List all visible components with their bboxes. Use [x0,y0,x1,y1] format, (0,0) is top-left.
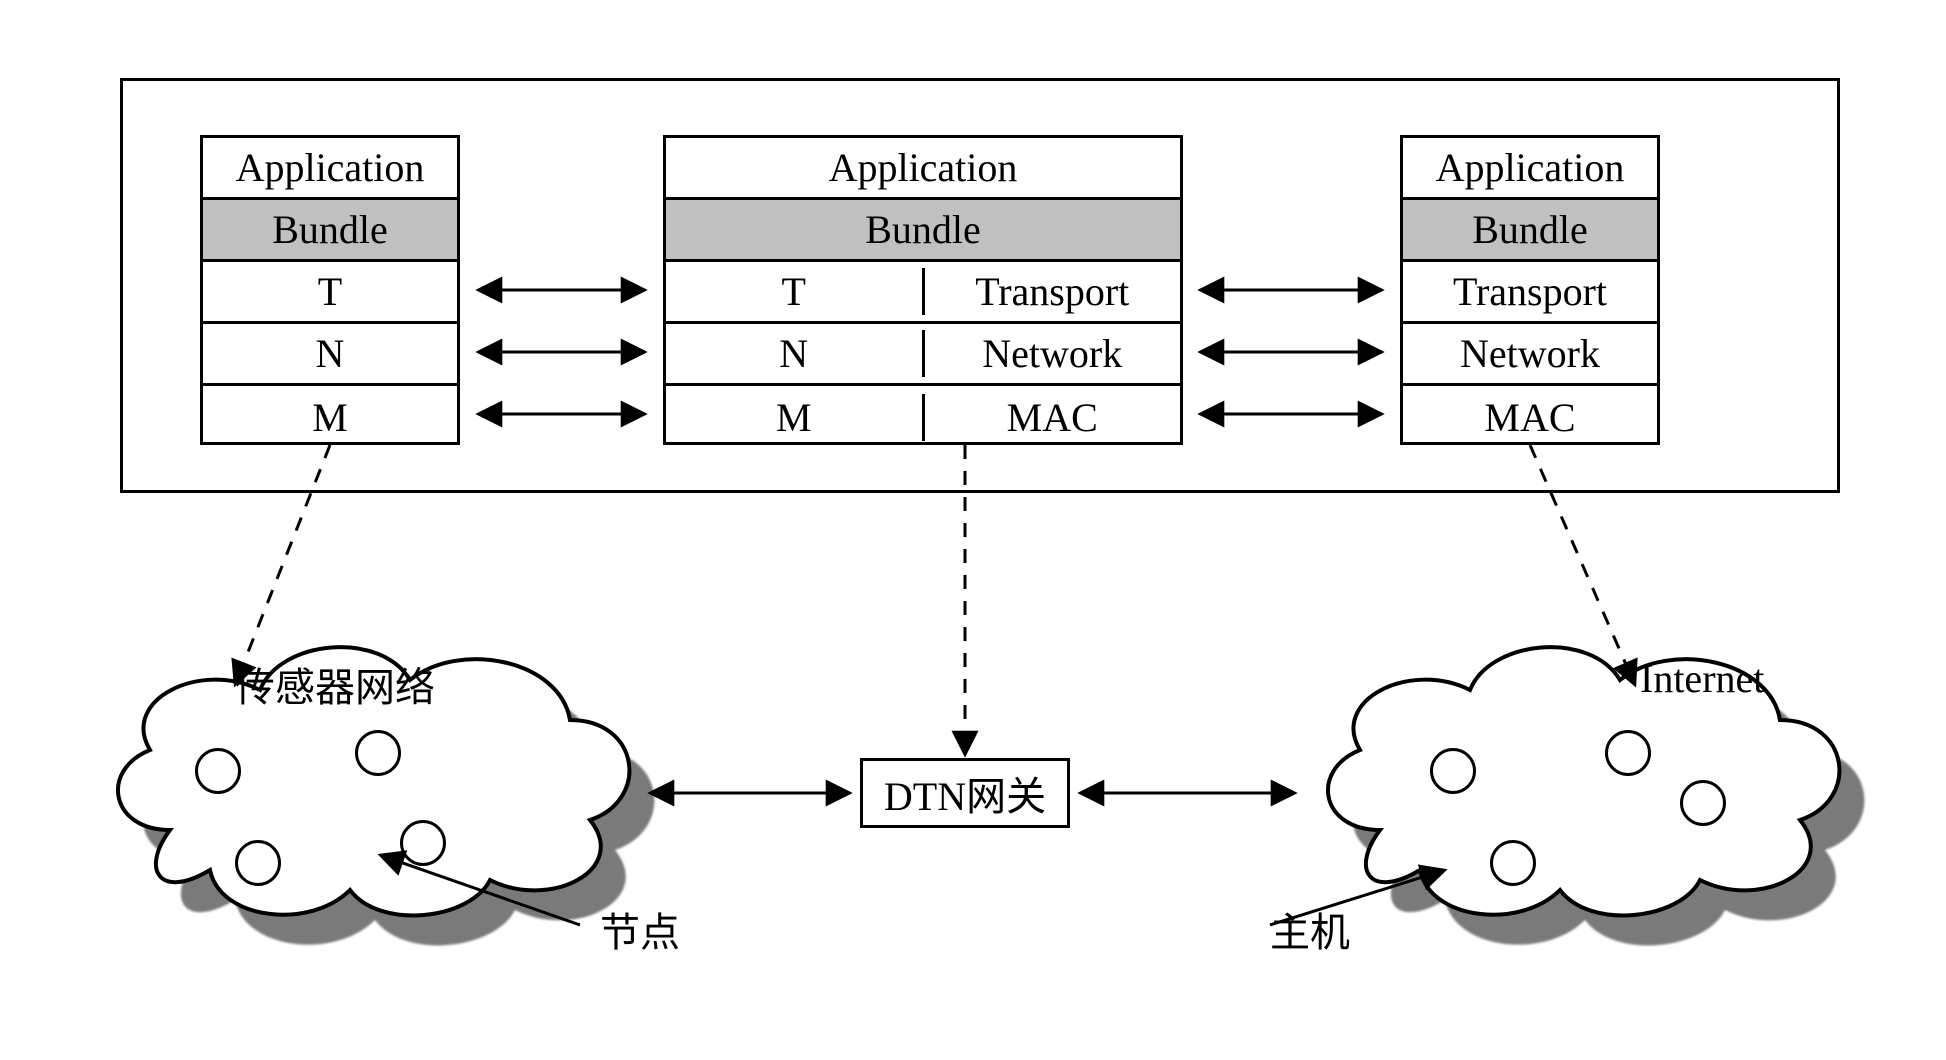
stack-row: Bundle [1403,200,1657,262]
node-label-right: 主机 [1270,900,1350,958]
network-node [195,748,241,794]
cloud-right-title: Internet [1640,655,1764,702]
node-label-left: 节点 [600,900,680,958]
diagram-canvas: ApplicationBundleTNM ApplicationBundleTT… [0,0,1946,1060]
network-node [235,840,281,886]
stack-row: Bundle [666,200,1180,262]
cloud-left-title: 传感器网络 [235,655,435,713]
stack-middle: ApplicationBundleTTransportNNetworkMMAC [663,135,1183,445]
stack-row: Application [1403,138,1657,200]
stack-right: ApplicationBundleTransportNetworkMAC [1400,135,1660,445]
stack-cell: N [666,330,925,377]
cloud-right [1300,610,1860,930]
stack-cell: M [666,394,925,441]
network-node [1680,780,1726,826]
stack-row: T [203,262,457,324]
network-node [400,820,446,866]
gateway-box: DTN网关 [860,758,1070,828]
stack-left: ApplicationBundleTNM [200,135,460,445]
stack-row: Application [203,138,457,200]
stack-cell: T [666,268,925,315]
stack-row: M [203,386,457,448]
stack-row: Bundle [203,200,457,262]
stack-row: NNetwork [666,324,1180,386]
stack-row: MMAC [666,386,1180,448]
stack-cell: Transport [925,268,1181,315]
network-node [1605,730,1651,776]
network-node [1490,840,1536,886]
network-node [355,730,401,776]
stack-row: Transport [1403,262,1657,324]
stack-row: Application [666,138,1180,200]
stack-row: TTransport [666,262,1180,324]
gateway-label: DTN网关 [884,764,1046,822]
stack-cell: Network [925,330,1181,377]
stack-row: MAC [1403,386,1657,448]
stack-row: Network [1403,324,1657,386]
stack-cell: MAC [925,394,1181,441]
stack-row: N [203,324,457,386]
network-node [1430,748,1476,794]
